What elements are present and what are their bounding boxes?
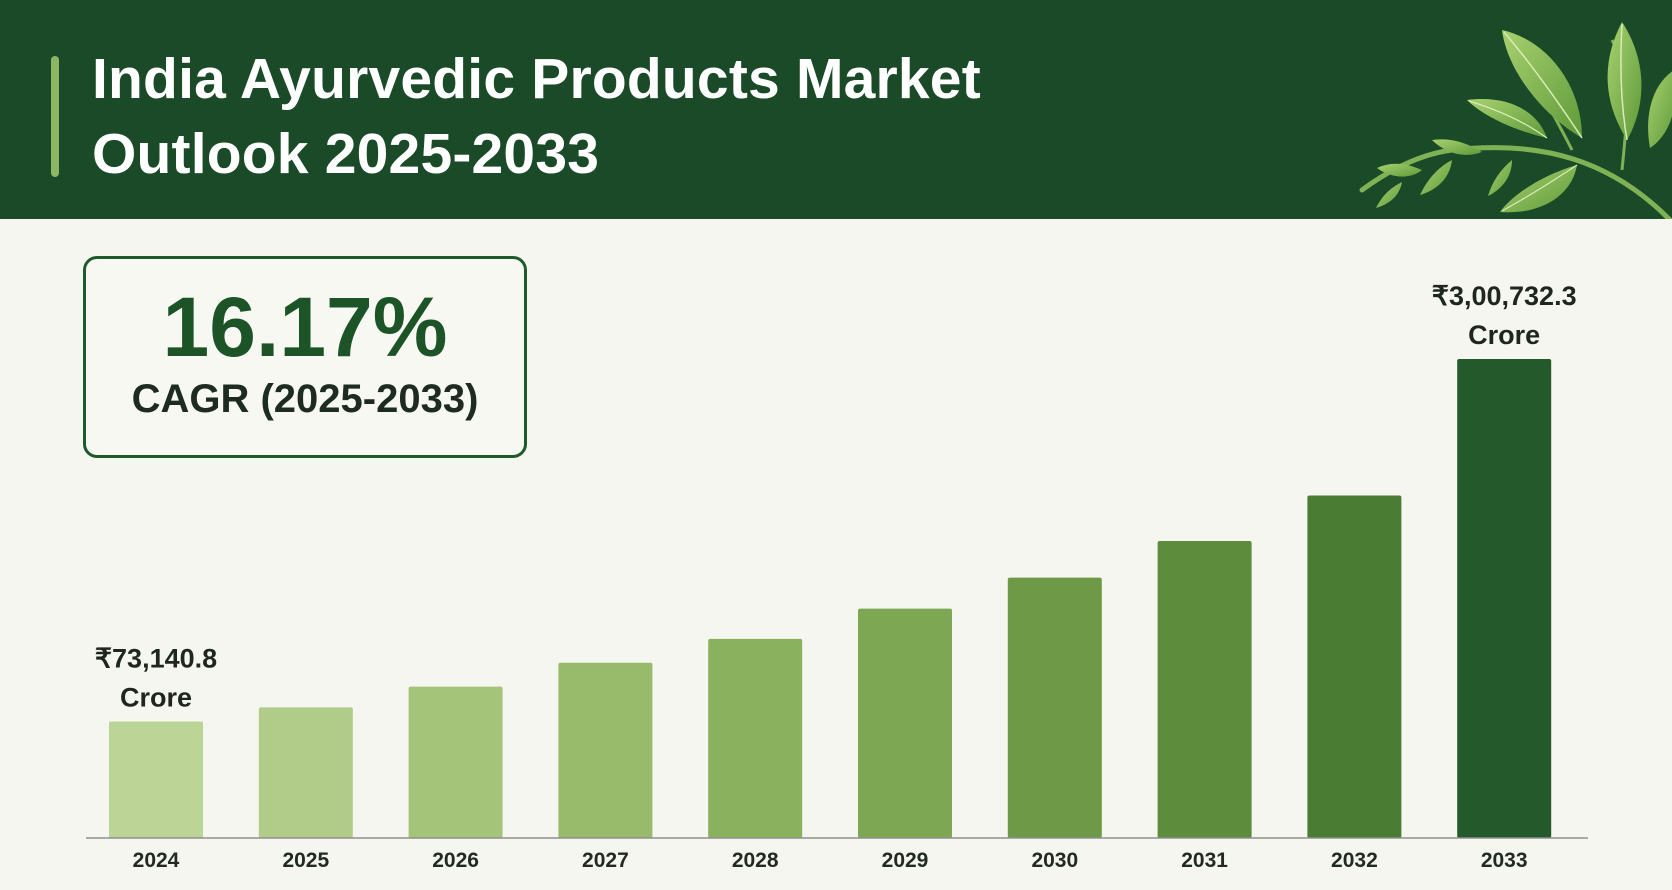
x-tick-labels: 2024 2025 2026 2027 2028 2029 2030 2031 2032 2033 bbox=[133, 849, 1528, 872]
cagr-value: 16.17% bbox=[162, 280, 448, 374]
data-labels: ₹73,140.8 Crore ₹3,00,732.3 Crore bbox=[95, 281, 1577, 713]
header-banner: India Ayurvedic Products Market Outlook … bbox=[0, 0, 1672, 219]
x-tick-label-2032: 2032 bbox=[1331, 849, 1378, 872]
title-line-1: India Ayurvedic Products Market bbox=[92, 47, 981, 111]
bar-2026 bbox=[408, 686, 503, 838]
x-tick-label-2030: 2030 bbox=[1031, 849, 1078, 872]
data-label-value-2033: ₹3,00,732.3 bbox=[1432, 281, 1577, 311]
x-tick-label-2026: 2026 bbox=[432, 849, 479, 872]
cagr-callout: 16.17% CAGR (2025-2033) bbox=[83, 256, 527, 458]
x-tick-label-2031: 2031 bbox=[1181, 849, 1228, 872]
bar-2031 bbox=[1157, 540, 1252, 838]
bars-group bbox=[109, 359, 1552, 838]
data-label-value-2024: ₹73,140.8 bbox=[95, 644, 217, 674]
bar-2030 bbox=[1007, 577, 1102, 838]
title-accent-bar bbox=[51, 56, 59, 177]
bar-2032 bbox=[1307, 495, 1402, 838]
page-title: India Ayurvedic Products Market Outlook … bbox=[92, 42, 1292, 192]
cagr-label: CAGR (2025-2033) bbox=[131, 377, 479, 421]
bar-2028 bbox=[708, 638, 803, 838]
x-tick-label-2024: 2024 bbox=[133, 849, 180, 872]
x-tick-label-2029: 2029 bbox=[882, 849, 929, 872]
x-tick-label-2033: 2033 bbox=[1481, 849, 1528, 872]
x-tick-label-2027: 2027 bbox=[582, 849, 629, 872]
title-line-2: Outlook 2025-2033 bbox=[92, 122, 600, 186]
data-label-unit-2033: Crore bbox=[1468, 320, 1540, 350]
bar-2033 bbox=[1457, 359, 1552, 838]
data-label-unit-2024: Crore bbox=[120, 683, 192, 713]
leaf-branch-icon bbox=[1359, 22, 1672, 219]
x-tick-label-2028: 2028 bbox=[732, 849, 779, 872]
x-tick-label-2025: 2025 bbox=[282, 849, 329, 872]
bar-2029 bbox=[858, 608, 952, 838]
bar-2027 bbox=[558, 662, 653, 838]
bar-2024 bbox=[109, 721, 203, 838]
bar-2025 bbox=[258, 707, 353, 838]
